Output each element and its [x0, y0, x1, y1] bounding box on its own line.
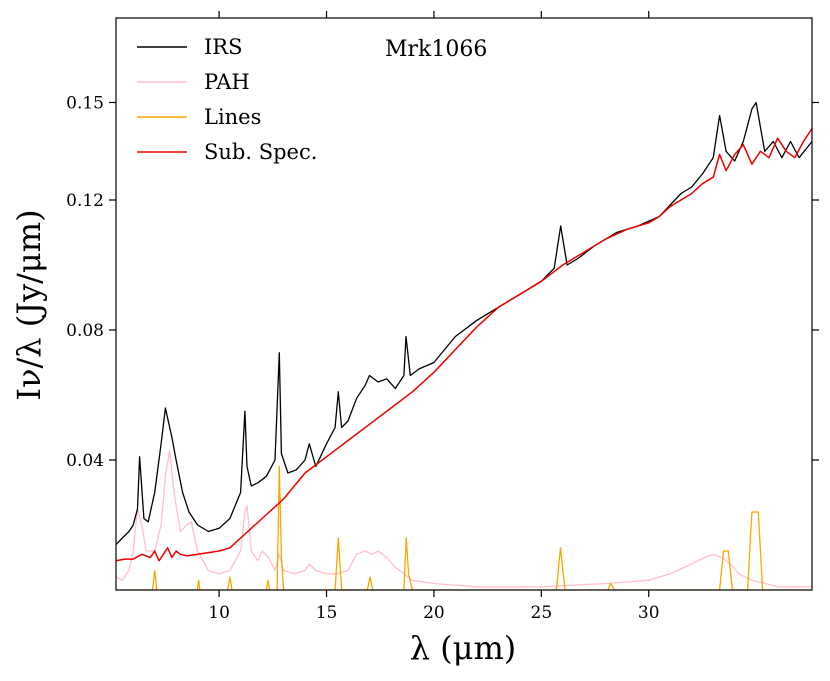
ticks-layer: 10 15 20 25 30 0.04 0.08 0.12 0.15 [66, 11, 819, 623]
series-line-pah [116, 449, 812, 588]
chart-title: Mrk1066 [385, 37, 487, 62]
series-line-irs [116, 101, 812, 545]
y-tick-label: 0.15 [66, 94, 104, 114]
x-tick-label: 15 [316, 603, 338, 623]
y-tick-label: 0.12 [66, 191, 104, 211]
series-line-lines [116, 465, 812, 590]
x-axis-label: λ (μm) [410, 629, 517, 667]
y-tick-label: 0.04 [66, 451, 104, 471]
y-tick-label: 0.08 [66, 321, 104, 341]
legend-label-lines: Lines [204, 105, 261, 129]
series-layer [116, 101, 812, 590]
legend-label-irs: IRS [204, 35, 243, 59]
legend-label-sub-spec: Sub. Spec. [204, 140, 317, 164]
x-tick-label: 10 [208, 603, 230, 623]
series-line-sub-spec [116, 128, 812, 562]
legend: IRS PAH Lines Sub. Spec. [137, 35, 317, 164]
plot-frame [115, 17, 813, 591]
y-axis-label: Iν/λ (Jy/μm) [10, 209, 48, 400]
x-tick-label: 30 [638, 603, 660, 623]
legend-label-pah: PAH [204, 70, 250, 94]
x-tick-label: 20 [423, 603, 445, 623]
x-tick-label: 25 [531, 603, 553, 623]
